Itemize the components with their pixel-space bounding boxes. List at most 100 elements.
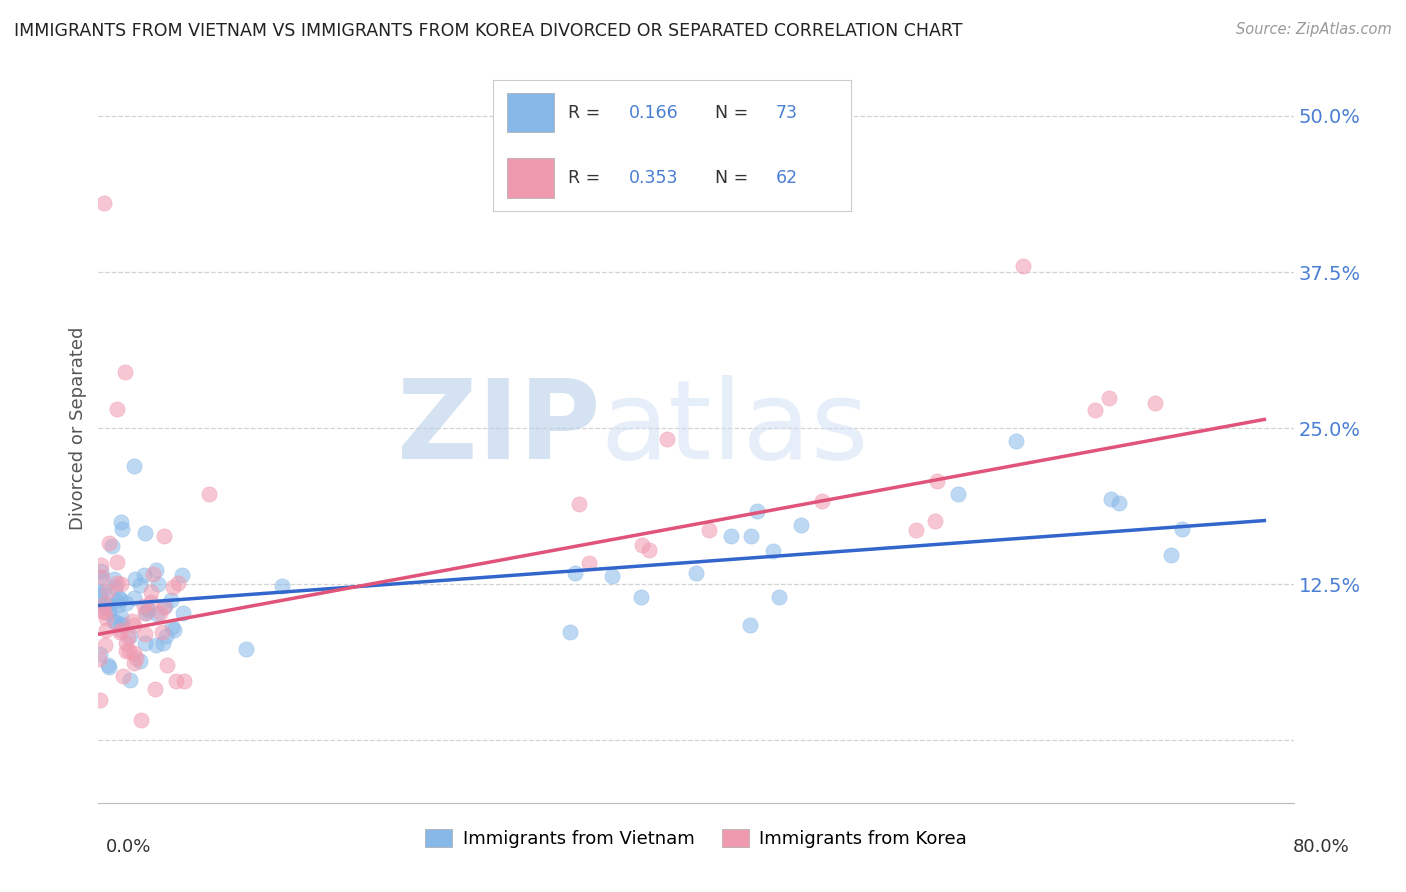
Point [720, 528, 742, 542]
Point [108, 591, 131, 605]
Point [105, 575, 128, 590]
Point [105, 402, 128, 417]
Point [139, 585, 162, 599]
Text: 80.0%: 80.0% [1294, 838, 1350, 855]
Point [110, 515, 132, 529]
Point [150, 624, 173, 639]
Point [904, 523, 927, 537]
Point [118, 644, 141, 658]
Point [924, 514, 946, 528]
Point [166, 575, 188, 590]
Point [114, 365, 136, 379]
Point [108, 624, 131, 639]
Point [145, 638, 167, 652]
Point [162, 580, 184, 594]
Point [93, 638, 115, 652]
Point [1084, 403, 1107, 417]
Point [111, 522, 134, 536]
Point [1143, 396, 1166, 410]
Point [117, 631, 139, 645]
Point [637, 542, 659, 557]
Point [925, 474, 948, 488]
Point [134, 599, 156, 614]
Point [162, 623, 184, 637]
Point [160, 592, 183, 607]
Point [198, 487, 221, 501]
Point [655, 432, 678, 446]
Point [110, 624, 132, 638]
Point [685, 566, 707, 580]
Point [156, 657, 179, 672]
Point [124, 646, 146, 660]
Point [170, 568, 193, 582]
Point [122, 656, 145, 670]
Point [145, 607, 167, 622]
Point [152, 635, 174, 649]
Point [162, 620, 184, 634]
Point [145, 564, 167, 578]
Point [91, 604, 114, 618]
Point [740, 617, 762, 632]
Text: atlas: atlas [600, 375, 869, 482]
Point [1171, 522, 1194, 536]
Point [149, 606, 172, 620]
Point [93, 597, 115, 611]
Point [1098, 392, 1121, 406]
Point [134, 627, 156, 641]
Point [90, 599, 112, 613]
Text: Source: ZipAtlas.com: Source: ZipAtlas.com [1236, 22, 1392, 37]
Point [1108, 496, 1130, 510]
Point [153, 599, 176, 614]
Point [103, 572, 125, 586]
Point [578, 556, 600, 570]
Point [121, 614, 143, 628]
Point [110, 617, 132, 632]
Point [1005, 434, 1028, 448]
Point [630, 590, 652, 604]
Point [1099, 491, 1122, 506]
Point [762, 544, 785, 558]
Point [93, 196, 115, 211]
Point [110, 610, 132, 624]
Point [560, 625, 582, 640]
Point [790, 518, 813, 533]
Point [142, 566, 165, 581]
Point [740, 529, 762, 543]
Point [136, 601, 159, 615]
Point [105, 594, 128, 608]
Point [97, 536, 120, 550]
Point [129, 578, 152, 592]
Point [139, 595, 162, 609]
Point [91, 570, 114, 584]
Point [134, 526, 156, 541]
Point [108, 592, 131, 607]
Point [235, 641, 257, 656]
Legend: Immigrants from Vietnam, Immigrants from Korea: Immigrants from Vietnam, Immigrants from… [418, 822, 974, 855]
Point [110, 576, 132, 591]
Y-axis label: Divorced or Separated: Divorced or Separated [69, 326, 87, 530]
Point [745, 504, 768, 518]
Point [134, 606, 156, 620]
Point [172, 606, 194, 620]
Point [94, 623, 117, 637]
Point [697, 523, 720, 537]
Point [122, 617, 145, 632]
Point [118, 629, 141, 643]
Point [87, 652, 110, 666]
Point [148, 576, 170, 591]
Point [811, 494, 834, 508]
Point [125, 650, 148, 665]
Point [103, 614, 125, 628]
Point [93, 584, 115, 599]
Point [89, 647, 111, 661]
Point [1012, 259, 1035, 273]
Point [111, 616, 134, 631]
Point [89, 693, 111, 707]
Point [122, 591, 145, 605]
Point [104, 580, 127, 594]
Point [89, 588, 111, 602]
Point [101, 539, 124, 553]
Point [568, 497, 591, 511]
Point [134, 636, 156, 650]
Point [153, 529, 176, 543]
